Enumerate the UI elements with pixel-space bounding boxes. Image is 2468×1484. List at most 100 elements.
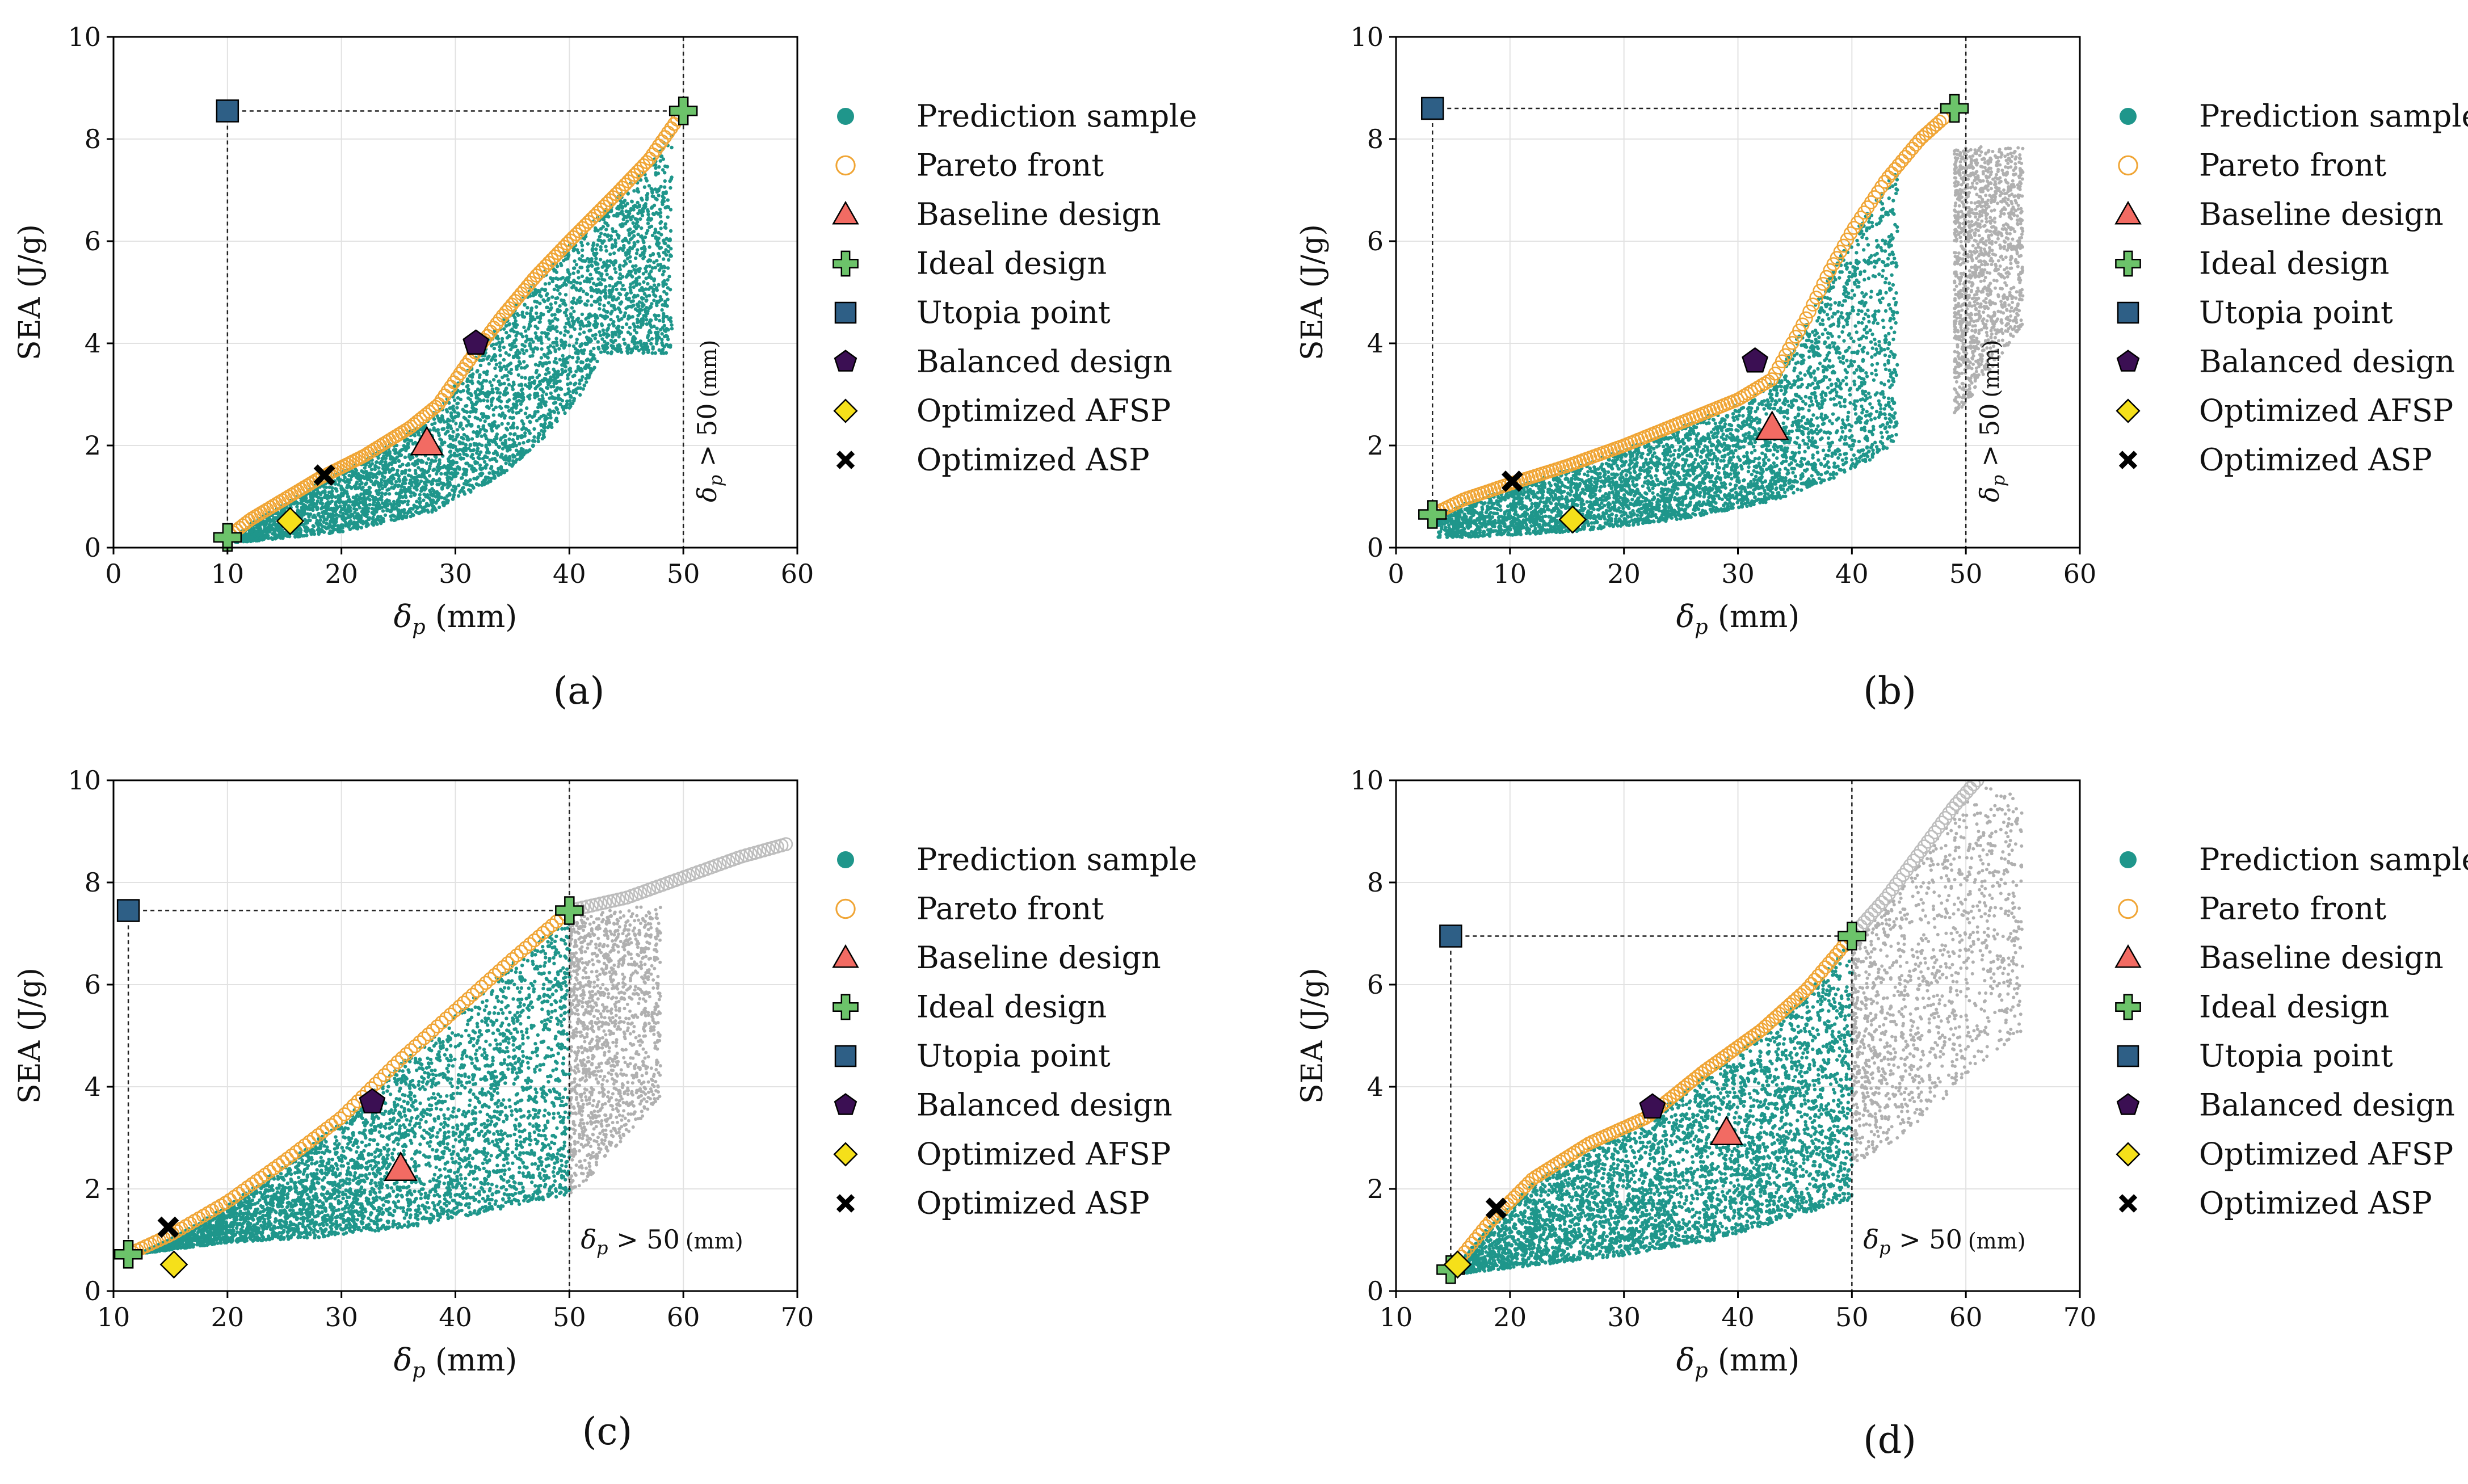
prediction-point [646,259,650,263]
prediction-point [609,317,613,322]
prediction-point [587,316,591,319]
prediction-point [408,486,412,490]
prediction-point [537,373,541,377]
excluded-point [1967,301,1971,305]
prediction-point [478,472,482,476]
prediction-point [448,480,452,485]
excluded-point [2020,177,2024,181]
prediction-point [637,348,641,352]
prediction-point [406,442,410,445]
prediction-point [474,410,478,414]
prediction-point [656,212,661,216]
legend-marker-baseline [832,200,859,225]
prediction-point [512,355,516,359]
excluded-point [2019,211,2023,215]
prediction-point [550,326,555,331]
prediction-point [515,411,519,415]
prediction-point [450,488,455,492]
prediction-point [637,304,641,308]
prediction-point [424,502,429,506]
prediction-point [627,343,630,348]
prediction-point [635,317,640,321]
prediction-point [598,333,603,338]
prediction-point [325,522,329,526]
prediction-point [465,377,470,381]
prediction-point [468,410,473,414]
excluded-point [1985,217,1988,221]
excluded-point [1960,183,1964,187]
prediction-point [571,296,576,300]
prediction-point [593,319,598,323]
prediction-point [478,399,482,403]
prediction-point [607,323,611,327]
prediction-point [621,212,625,216]
prediction-point [600,337,604,341]
prediction-point [563,392,567,397]
prediction-point [642,249,647,253]
prediction-point [413,486,417,490]
ideal-design-high [668,96,698,125]
prediction-point [409,494,413,498]
prediction-point [504,454,508,459]
prediction-point [544,361,549,365]
prediction-point [563,325,567,329]
excluded-point [1967,280,1971,284]
prediction-point [451,430,455,434]
prediction-point [508,343,512,347]
prediction-point [599,274,603,278]
prediction-point [573,327,577,331]
prediction-point [366,510,370,514]
prediction-point [466,438,470,442]
prediction-point [316,528,320,532]
prediction-point [655,303,659,308]
prediction-point [650,302,654,306]
prediction-point [599,248,603,252]
prediction-point [508,457,512,461]
prediction-point [660,338,664,342]
prediction-point [500,337,504,341]
prediction-point [507,322,512,326]
prediction-point [642,185,647,189]
prediction-point [560,367,564,372]
prediction-point [550,295,554,299]
legend-item-asp: Optimized ASP [836,442,1150,478]
prediction-point [520,419,524,423]
prediction-point [648,245,651,249]
prediction-point [663,164,667,169]
prediction-point [330,489,334,493]
prediction-point [579,367,583,371]
prediction-point [331,494,335,498]
prediction-point [652,283,657,287]
prediction-point [552,345,556,349]
prediction-point [619,330,624,334]
prediction-point [415,499,419,503]
prediction-point [374,479,378,484]
prediction-point [539,356,544,360]
prediction-point [537,402,541,406]
prediction-point [426,510,430,514]
prediction-point [520,375,524,380]
legend-marker-prediction [837,108,854,125]
prediction-point [527,377,532,381]
prediction-point [485,416,489,420]
prediction-point [556,411,561,415]
prediction-point [520,399,524,403]
prediction-point [505,335,510,340]
prediction-point [394,480,398,484]
prediction-point [653,187,658,191]
prediction-point [646,287,651,291]
excluded-point [2014,258,2018,262]
prediction-point [459,397,463,402]
prediction-point [302,498,306,502]
prediction-point [377,466,381,470]
prediction-point [334,502,338,507]
prediction-point [339,514,343,518]
legend-label-baseline: Baseline design [916,196,1161,232]
prediction-point [438,477,442,482]
prediction-point [400,469,404,474]
prediction-point [296,508,300,512]
prediction-point [502,470,506,474]
prediction-point [493,420,497,424]
prediction-point [551,276,556,281]
prediction-point [357,518,361,523]
